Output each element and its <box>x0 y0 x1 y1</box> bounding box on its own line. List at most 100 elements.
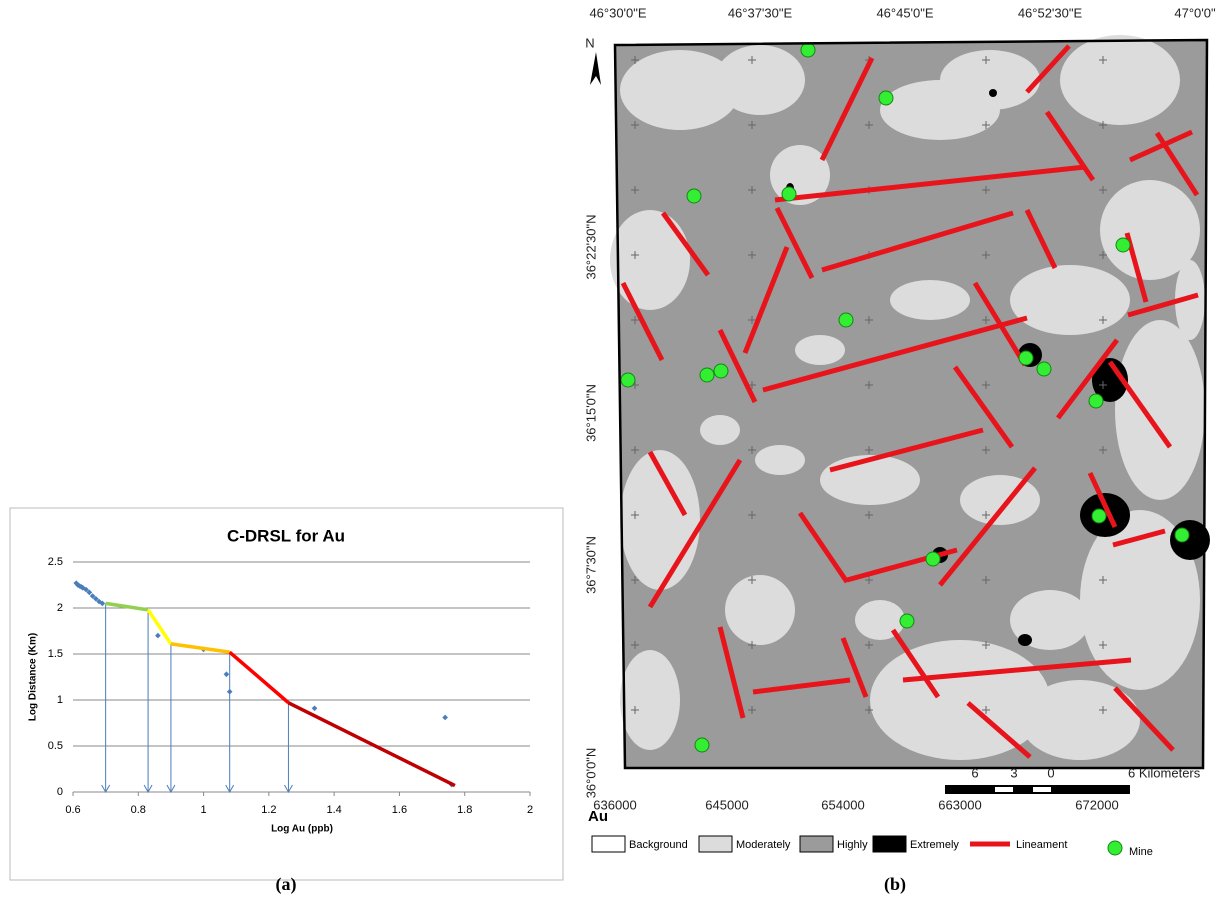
moderate-zone <box>755 445 805 475</box>
data-point <box>311 705 318 712</box>
moderate-zone <box>620 50 740 130</box>
y-tick-label: 2 <box>57 602 63 614</box>
y-tick-label: 0.5 <box>48 740 63 752</box>
graticule-cross <box>631 446 639 454</box>
graticule-cross <box>748 186 756 194</box>
graticule-cross <box>982 186 990 194</box>
data-point <box>223 671 230 678</box>
data-point <box>442 714 448 721</box>
mine <box>694 737 710 753</box>
coordinate-label: 654000 <box>821 797 864 812</box>
lineament <box>1113 686 1175 752</box>
lineament <box>1044 110 1096 182</box>
coordinate-label: 47°0'0" <box>1174 5 1216 20</box>
coordinate-label: 36°15'0"N <box>583 384 598 442</box>
moderate-zone <box>870 640 1050 760</box>
graticule-cross <box>1099 56 1107 64</box>
lineament <box>647 450 688 517</box>
lineament <box>821 210 1014 273</box>
data-point <box>89 593 96 599</box>
lineament <box>1024 208 1058 270</box>
graticule-cross <box>865 316 873 324</box>
legend-swatch <box>1107 840 1123 856</box>
map-frame <box>613 38 1209 770</box>
extreme-zone <box>989 89 997 97</box>
graticule-cross <box>631 316 639 324</box>
legend-swatch <box>698 835 733 853</box>
y-tick-label: 0 <box>57 786 63 798</box>
graticule-cross <box>982 706 990 714</box>
x-tick-label: 1.8 <box>457 804 472 816</box>
lineament <box>938 466 1037 587</box>
lineament <box>819 56 875 162</box>
lineament <box>1107 360 1173 449</box>
fit-segment <box>287 701 456 788</box>
data-point <box>99 600 106 607</box>
coordinate-label: 36°22'30"N <box>583 214 598 279</box>
graticule-cross <box>982 251 990 259</box>
scale-bar <box>945 785 1130 794</box>
mine <box>899 613 915 629</box>
legend-label: Mine <box>1129 846 1153 858</box>
graticule-cross <box>865 121 873 129</box>
graticule-cross <box>631 706 639 714</box>
arrow-head <box>284 784 293 794</box>
arrow-head <box>143 784 153 794</box>
graticule-cross <box>631 56 639 64</box>
element-label: Au <box>588 808 608 825</box>
mine <box>1174 527 1190 543</box>
graticule-cross <box>631 511 639 519</box>
arrow-head <box>225 784 235 794</box>
y-tick-label: 1 <box>57 694 63 706</box>
lineament <box>774 206 815 280</box>
y-tick-label: 1.5 <box>48 648 63 660</box>
coordinate-label: 672000 <box>1075 797 1118 812</box>
arrow-head <box>166 784 176 794</box>
lineament <box>762 315 1028 393</box>
mine <box>1088 393 1104 409</box>
graticule-cross <box>1099 381 1107 389</box>
graticule-cross <box>1099 576 1107 584</box>
mine <box>925 551 941 567</box>
graticule <box>631 56 1107 714</box>
fit-segment <box>170 642 230 654</box>
fit-segment <box>146 608 173 645</box>
y-tick-label: 2.5 <box>48 556 63 568</box>
graticule-cross <box>1099 316 1107 324</box>
coordinate-label: 36°0'0"N <box>583 748 598 799</box>
x-axis-label: Log Au (ppb) <box>271 824 333 835</box>
graticule-cross <box>631 121 639 129</box>
moderate-zone <box>700 415 740 445</box>
coordinate-label: 46°52'30"E <box>1018 5 1083 20</box>
moderate-zone <box>1115 320 1205 500</box>
lineament <box>1056 338 1119 420</box>
map: N Au <box>585 35 1210 825</box>
y-axis-label: Log Distance (Km) <box>28 633 39 721</box>
lineament <box>742 246 790 354</box>
coordinate-label: 46°45'0"E <box>876 5 933 20</box>
graticule-cross <box>1099 446 1107 454</box>
lineaments <box>620 44 1200 759</box>
moderate-zone <box>880 80 1000 140</box>
graticule-cross <box>1099 121 1107 129</box>
graticule-cross <box>748 706 756 714</box>
moderate-zone <box>725 575 795 645</box>
lineament <box>840 637 869 698</box>
x-tick-label: 1 <box>201 804 207 816</box>
data-point <box>155 632 161 639</box>
graticule-cross <box>865 641 873 649</box>
graticule-cross <box>982 576 990 584</box>
x-tick-label: 1.6 <box>392 804 407 816</box>
lineament <box>1025 44 1071 94</box>
coordinate-label: 663000 <box>938 797 981 812</box>
moderate-zone <box>1010 590 1090 650</box>
mine <box>1018 350 1034 366</box>
lineament <box>1127 292 1199 318</box>
legend-label: Lineament <box>1016 839 1067 851</box>
extreme-zone <box>1018 634 1032 646</box>
legend-label: Background <box>629 839 688 851</box>
graticule-cross <box>748 316 756 324</box>
coordinate-label: 6 <box>971 765 978 780</box>
graticule-cross <box>982 511 990 519</box>
